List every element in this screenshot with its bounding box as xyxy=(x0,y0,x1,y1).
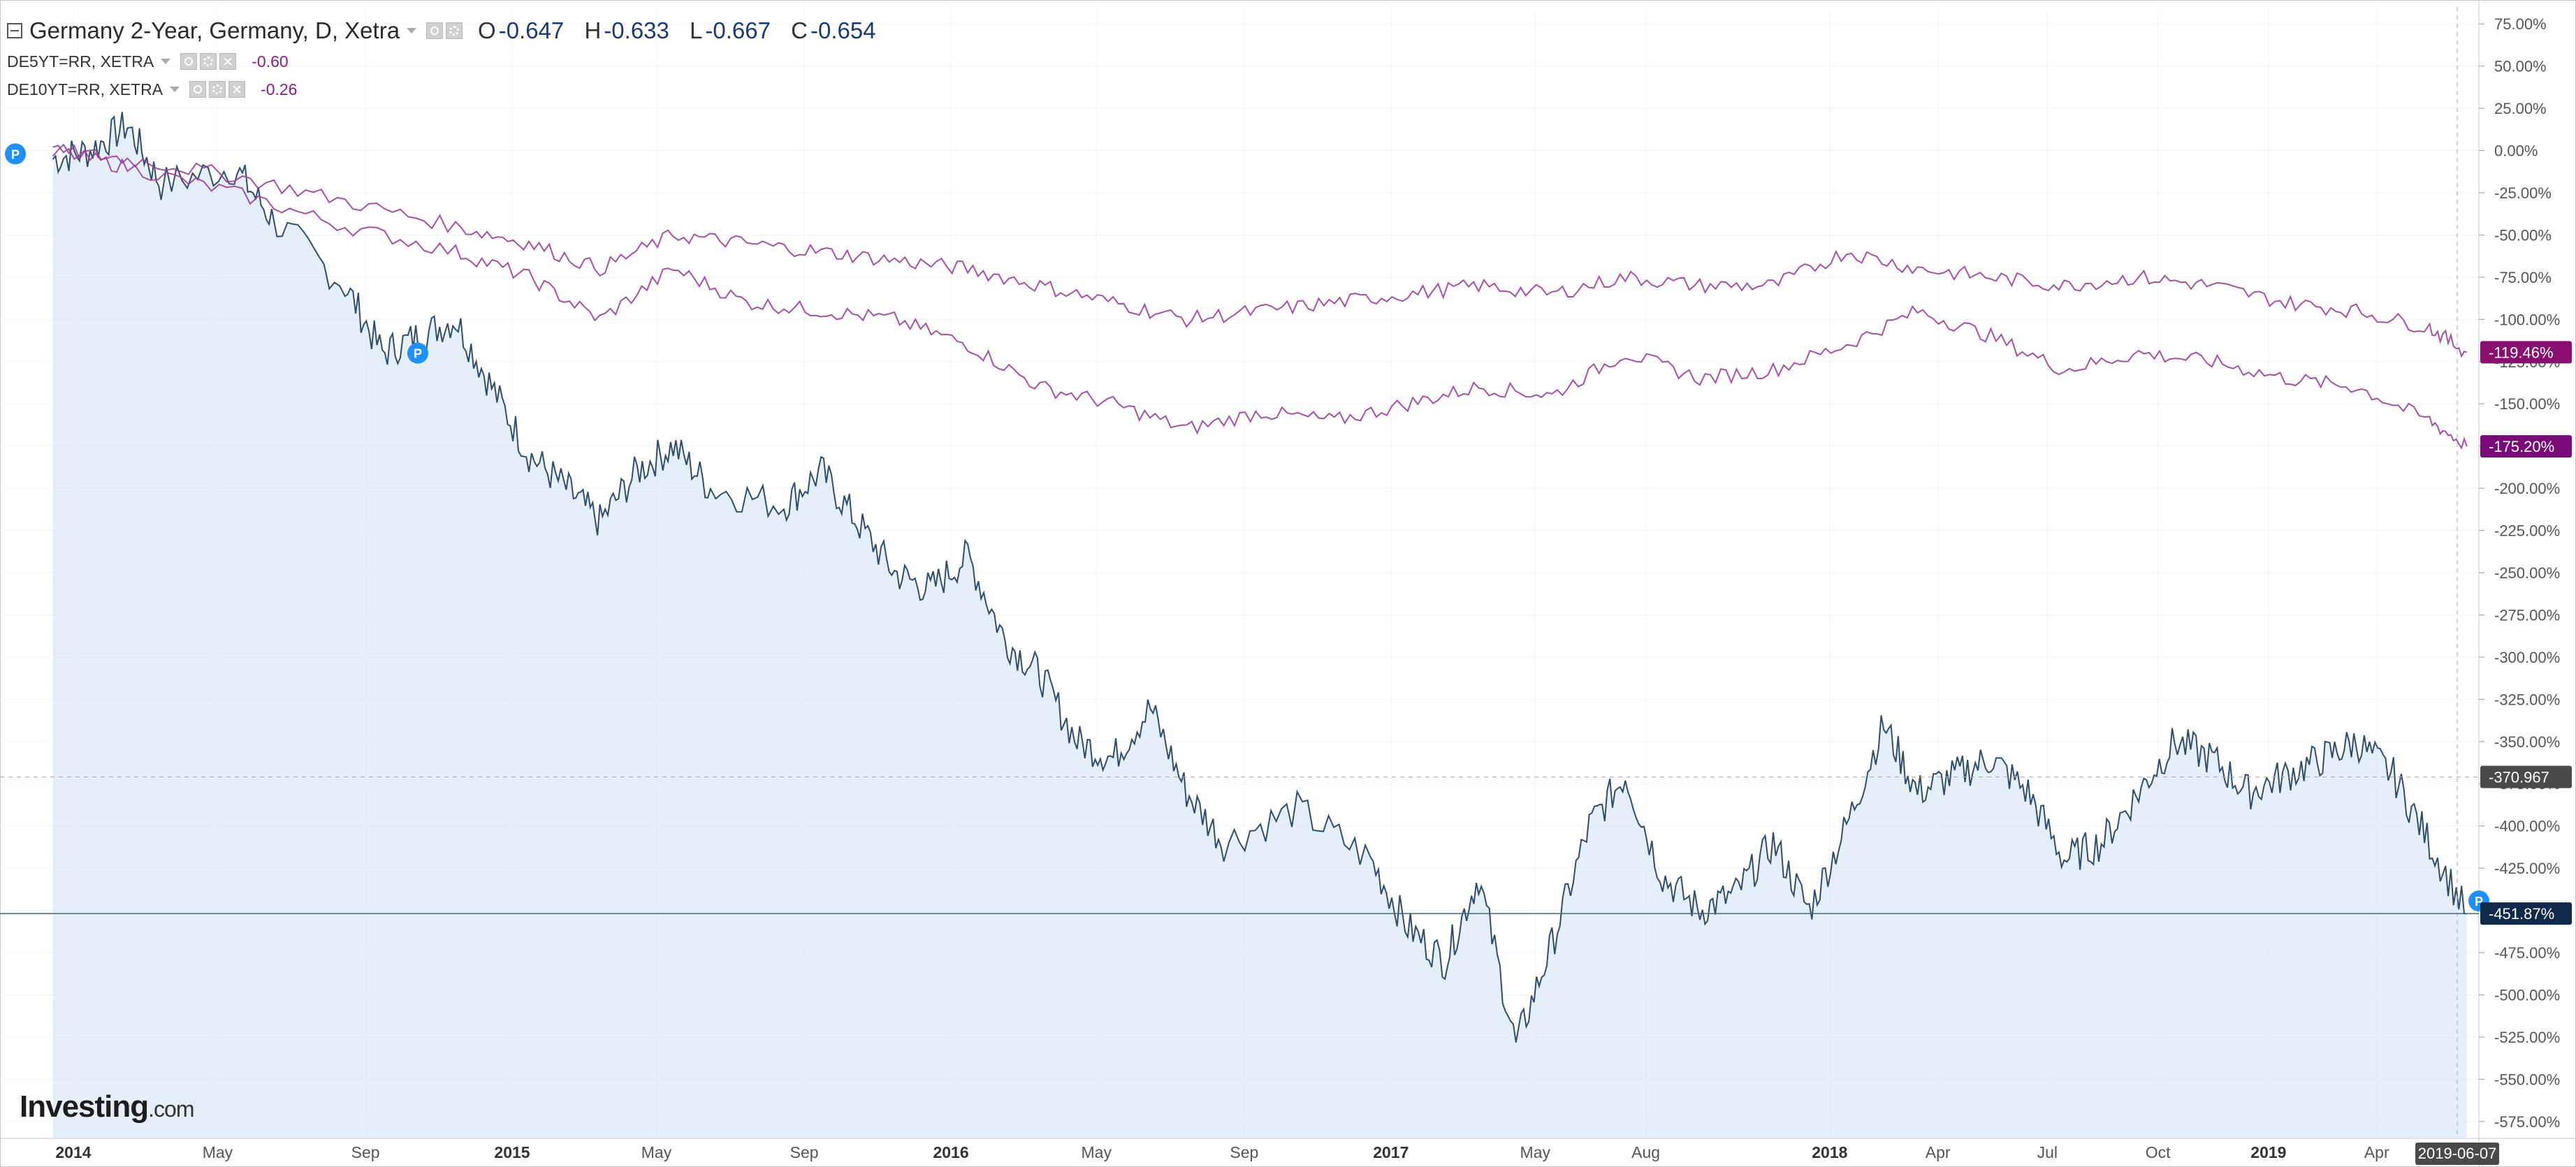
marker-p-icon xyxy=(407,342,428,364)
y-tick-label: -225.00% xyxy=(2494,522,2560,540)
x-tick-label: Apr xyxy=(2364,1143,2389,1161)
high-value: -0.633 xyxy=(604,17,669,43)
date-cursor-label: 2019-06-07 xyxy=(2418,1145,2497,1162)
legend-main-row[interactable]: Germany 2-Year, Germany, D, Xetra O -0.64… xyxy=(7,14,876,47)
x-tick-label: May xyxy=(1520,1143,1551,1161)
ohlc-values: O -0.647 H -0.633 L -0.667 C -0.654 xyxy=(478,17,876,44)
y-tick-label: -550.00% xyxy=(2494,1071,2560,1088)
y-tick-label: -200.00% xyxy=(2494,480,2560,497)
close-icon[interactable] xyxy=(228,81,246,98)
y-tick-label: -75.00% xyxy=(2494,269,2552,286)
y-tick-label: -25.00% xyxy=(2494,184,2552,202)
x-tick-label: 2014 xyxy=(55,1143,91,1161)
gear-icon[interactable] xyxy=(446,22,463,39)
x-tick-label: Sep xyxy=(790,1143,819,1161)
x-tick-label: Apr xyxy=(1926,1143,1951,1161)
low-label: L xyxy=(690,17,703,43)
investing-logo: Investing.com xyxy=(20,1089,195,1124)
legend-de10yt-value: -0.26 xyxy=(261,80,298,98)
price-tag-last-bg xyxy=(2480,902,2572,925)
collapse-icon[interactable] xyxy=(7,23,22,38)
close-value: -0.654 xyxy=(810,17,876,43)
y-tick-label: -400.00% xyxy=(2494,818,2560,835)
price-tag-de5yt: -175.20% xyxy=(2489,438,2554,455)
price-tag-de10yt: -119.46% xyxy=(2489,344,2554,361)
legend-row-de5yt[interactable]: DE5YT=RR, XETRA -0.60 xyxy=(7,47,876,75)
price-tag-crosshair: -370.967 xyxy=(2489,768,2549,786)
chevron-down-icon[interactable] xyxy=(161,59,171,64)
open-value: -0.647 xyxy=(498,17,565,43)
price-tag-de10yt-bg xyxy=(2480,341,2572,364)
legend-row-de10yt[interactable]: DE10YT=RR, XETRA -0.26 xyxy=(7,75,876,103)
y-tick-label: -150.00% xyxy=(2494,395,2560,413)
y-tick-label: -500.00% xyxy=(2494,986,2560,1004)
x-tick-label: May xyxy=(641,1143,672,1161)
legend-de5yt-name: DE5YT=RR, XETRA xyxy=(7,52,154,71)
series-layer: PPP xyxy=(0,7,2489,1139)
x-tick-label: May xyxy=(203,1143,233,1161)
x-tick-label: Jul xyxy=(2037,1143,2058,1161)
y-tick-label: -525.00% xyxy=(2494,1029,2560,1046)
price-tags: -119.46% -175.20% -370.967 -451.87% 2019-06-… xyxy=(2415,341,2572,1165)
main-area-fill xyxy=(52,112,2467,1139)
close-label: C xyxy=(791,17,808,43)
x-tick-label: 2015 xyxy=(494,1143,530,1161)
main-series-line xyxy=(52,112,2467,1043)
x-tick-label: 2018 xyxy=(1812,1143,1847,1161)
close-icon[interactable] xyxy=(219,53,237,70)
chevron-down-icon[interactable] xyxy=(170,87,180,92)
y-tick-label: 75.00% xyxy=(2494,15,2547,33)
open-label: O xyxy=(478,17,496,43)
de5yt-series-line xyxy=(52,145,2468,450)
logo-suffix: .com xyxy=(148,1096,194,1122)
y-tick-label: -575.00% xyxy=(2494,1113,2560,1131)
price-tag-crosshair-bg xyxy=(2480,765,2572,788)
y-tick-label: -300.00% xyxy=(2494,649,2560,666)
x-tick-label: May xyxy=(1082,1143,1112,1161)
gear-icon[interactable] xyxy=(209,81,226,98)
y-tick-label: 25.00% xyxy=(2494,100,2547,117)
eye-icon[interactable] xyxy=(189,81,207,98)
marker-p-icon-glyph: P xyxy=(414,347,422,361)
x-tick-label: Oct xyxy=(2146,1143,2171,1161)
gear-icon[interactable] xyxy=(200,53,217,70)
y-tick-label: -275.00% xyxy=(2494,606,2560,624)
y-tick-label: -425.00% xyxy=(2494,860,2560,877)
price-tag-last: -451.87% xyxy=(2489,905,2554,923)
y-tick-label: -350.00% xyxy=(2494,733,2560,751)
y-tick-label: -250.00% xyxy=(2494,564,2560,582)
y-tick-label: 0.00% xyxy=(2494,142,2538,160)
y-tick-label: -100.00% xyxy=(2494,311,2560,328)
y-tick-label: -475.00% xyxy=(2494,944,2560,962)
date-cursor-bg xyxy=(2415,1143,2500,1165)
eye-icon[interactable] xyxy=(426,22,444,39)
legend-de10yt-name: DE10YT=RR, XETRA xyxy=(7,80,163,98)
marker-p-icon-glyph: P xyxy=(11,147,20,161)
marker-p-icon xyxy=(5,143,26,165)
price-tag-de5yt-bg xyxy=(2480,435,2572,458)
high-label: H xyxy=(584,17,602,43)
chevron-down-icon[interactable] xyxy=(407,28,417,34)
x-tick-label: 2016 xyxy=(933,1143,968,1161)
x-tick-label: Sep xyxy=(1230,1143,1258,1161)
y-tick-label: -50.00% xyxy=(2494,226,2552,244)
y-tick-label: 50.00% xyxy=(2494,58,2547,75)
eye-icon[interactable] xyxy=(180,53,198,70)
x-tick-label: 2017 xyxy=(1373,1143,1409,1161)
x-tick-label: 2019 xyxy=(2250,1143,2286,1161)
low-value: -0.667 xyxy=(705,17,771,43)
legend-de5yt-value: -0.60 xyxy=(252,52,289,71)
de10yt-series-line xyxy=(52,143,2468,358)
legend-main-title: Germany 2-Year, Germany, D, Xetra xyxy=(29,17,400,43)
y-tick-label: -325.00% xyxy=(2494,691,2560,708)
x-tick-label: Aug xyxy=(1631,1143,1660,1161)
x-tick-label: Sep xyxy=(351,1143,380,1161)
chart-legend: Germany 2-Year, Germany, D, Xetra O -0.64… xyxy=(7,14,876,103)
logo-brand: Investing xyxy=(20,1089,149,1124)
